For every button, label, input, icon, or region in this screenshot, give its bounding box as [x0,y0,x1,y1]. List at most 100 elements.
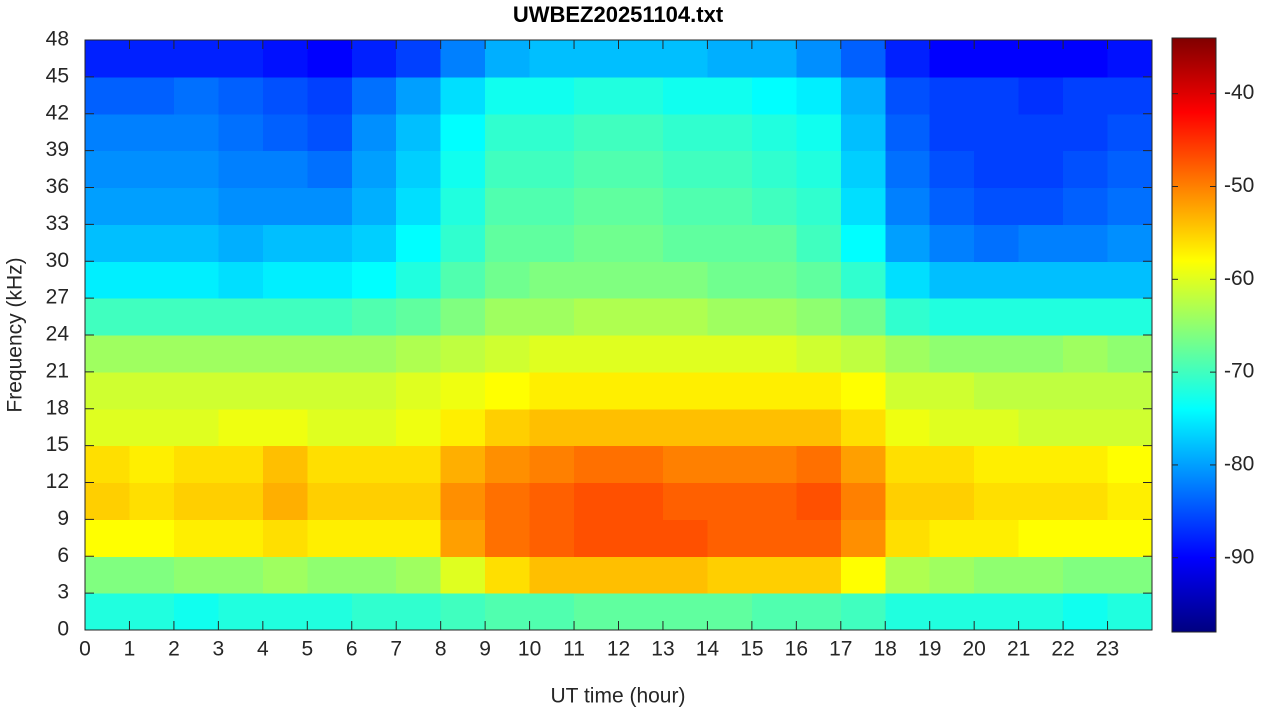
cell [618,261,664,299]
cell [307,224,353,262]
cell [707,224,753,262]
cell [1018,445,1064,483]
cell [662,187,708,225]
cell [662,150,708,188]
cell [929,556,975,594]
cell [840,335,886,373]
cell [929,76,975,115]
x-tick-label: 10 [518,638,541,661]
cell [662,408,708,447]
x-tick-label: 8 [435,638,447,661]
chart-title: UWBEZ20251104.txt [513,2,724,27]
cell [396,224,442,262]
cell [929,593,975,631]
cell [396,298,442,336]
cell [618,224,664,262]
cell [485,593,531,631]
cell [262,593,308,631]
cell [1107,187,1153,225]
cell [840,113,886,152]
cell [440,150,486,188]
cell [1018,298,1064,336]
cell [307,519,353,557]
cell [1107,40,1153,78]
cell [1107,519,1153,557]
cell [796,445,842,483]
colorbar-tick-label: -80 [1224,452,1254,475]
cell [618,298,664,336]
cell [929,298,975,336]
cell [707,113,753,152]
cell [974,76,1020,115]
cell [173,224,219,262]
cell [218,224,264,262]
cell [707,298,753,336]
cell [85,224,130,262]
x-tick-label: 4 [257,638,269,661]
cell [485,408,531,447]
cell [1063,187,1109,225]
cell [218,371,264,410]
cell [885,408,931,447]
cell [796,335,842,373]
cell [796,150,842,188]
cell [885,224,931,262]
cell [351,113,397,152]
cell [129,408,175,447]
cell [662,519,708,557]
cell [751,40,797,78]
cell [707,371,753,410]
cell [707,445,753,483]
cell [974,113,1020,152]
cell [218,556,264,594]
cell [129,150,175,188]
x-tick-label: 5 [301,638,313,661]
cell [796,224,842,262]
cell [129,76,175,115]
cell [173,298,219,336]
cell [129,224,175,262]
cell [485,261,531,299]
x-tick-label: 17 [829,638,852,661]
x-axis-label: UT time (hour) [551,685,686,708]
cell [485,40,531,78]
cell [974,593,1020,631]
cell [173,150,219,188]
y-tick-label: 36 [46,175,69,198]
cell [440,519,486,557]
cell [485,556,531,594]
cell [929,335,975,373]
cell [351,593,397,631]
cell [840,187,886,225]
cell [840,519,886,557]
cell [974,224,1020,262]
cell [1063,519,1109,557]
cell [307,445,353,483]
x-tick-label: 12 [607,638,630,661]
cell [1107,335,1153,373]
cell [1018,335,1064,373]
heatmap [85,40,1153,631]
cell [751,187,797,225]
cell [129,445,175,483]
cell [262,408,308,447]
cell [218,408,264,447]
cell [85,261,130,299]
cell [796,113,842,152]
cell [974,408,1020,447]
x-tick-label: 13 [651,638,674,661]
cell [307,150,353,188]
cell [662,76,708,115]
cell [396,408,442,447]
cell [1063,371,1109,410]
cell [173,261,219,299]
cell [129,261,175,299]
cell [840,371,886,410]
cell [840,556,886,594]
cell [1063,335,1109,373]
cell [1063,593,1109,631]
cell [85,76,130,115]
cell [1018,76,1064,115]
cell [929,261,975,299]
cell [85,298,130,336]
